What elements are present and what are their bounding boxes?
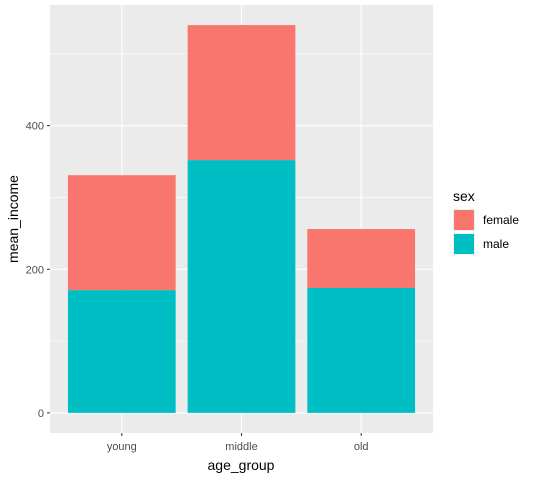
bars bbox=[67, 25, 416, 413]
y-tick-label: 200 bbox=[26, 264, 44, 276]
bar-male-old bbox=[307, 287, 416, 413]
legend-title: sex bbox=[453, 188, 475, 204]
x-tick-label-middle: middle bbox=[225, 441, 257, 453]
legend-label-male: male bbox=[483, 237, 509, 251]
y-tick-label: 0 bbox=[38, 408, 44, 420]
y-axis-title: mean_income bbox=[5, 175, 21, 263]
x-axis: young middle old bbox=[107, 433, 369, 453]
y-axis: 0 200 400 bbox=[26, 121, 50, 420]
y-tick-label: 400 bbox=[26, 121, 44, 133]
x-tick-label-young: young bbox=[107, 441, 137, 453]
legend-key-female bbox=[454, 210, 474, 230]
bar-male-middle bbox=[187, 160, 296, 413]
x-axis-title: age_group bbox=[208, 457, 275, 473]
bar-female-old bbox=[307, 229, 416, 288]
bar-female-middle bbox=[187, 25, 296, 161]
legend-label-female: female bbox=[483, 213, 519, 227]
bar-female-young bbox=[67, 175, 176, 291]
legend-key-male bbox=[454, 234, 474, 254]
legend: sex female male bbox=[453, 188, 519, 255]
x-tick-label-old: old bbox=[354, 441, 369, 453]
bar-male-young bbox=[67, 290, 176, 413]
